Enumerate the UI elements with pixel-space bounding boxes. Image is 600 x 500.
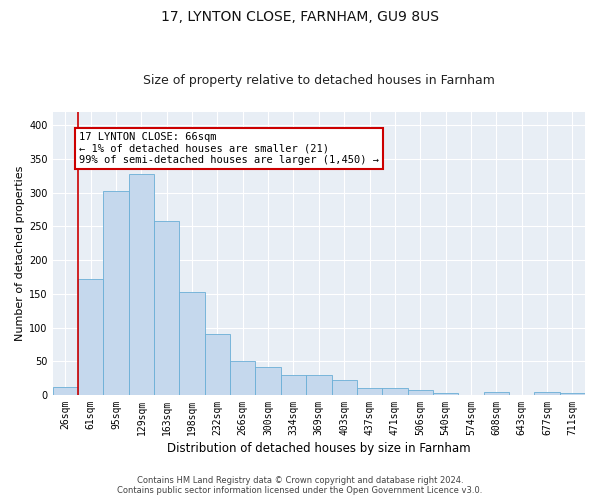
- Bar: [332, 380, 357, 395]
- Bar: [230, 361, 256, 395]
- Bar: [179, 292, 205, 395]
- Title: Size of property relative to detached houses in Farnham: Size of property relative to detached ho…: [143, 74, 495, 87]
- X-axis label: Distribution of detached houses by size in Farnham: Distribution of detached houses by size …: [167, 442, 470, 455]
- Bar: [407, 390, 433, 395]
- Text: Contains HM Land Registry data © Crown copyright and database right 2024.
Contai: Contains HM Land Registry data © Crown c…: [118, 476, 482, 495]
- Bar: [154, 221, 179, 395]
- Bar: [129, 174, 154, 395]
- Text: 17, LYNTON CLOSE, FARNHAM, GU9 8US: 17, LYNTON CLOSE, FARNHAM, GU9 8US: [161, 10, 439, 24]
- Bar: [535, 392, 560, 395]
- Bar: [205, 334, 230, 395]
- Bar: [78, 279, 103, 395]
- Y-axis label: Number of detached properties: Number of detached properties: [15, 166, 25, 341]
- Bar: [357, 388, 382, 395]
- Bar: [382, 388, 407, 395]
- Text: 17 LYNTON CLOSE: 66sqm
← 1% of detached houses are smaller (21)
99% of semi-deta: 17 LYNTON CLOSE: 66sqm ← 1% of detached …: [79, 132, 379, 165]
- Bar: [306, 376, 332, 395]
- Bar: [53, 387, 78, 395]
- Bar: [560, 393, 585, 395]
- Bar: [484, 392, 509, 395]
- Bar: [433, 393, 458, 395]
- Bar: [281, 376, 306, 395]
- Bar: [103, 192, 129, 395]
- Bar: [256, 368, 281, 395]
